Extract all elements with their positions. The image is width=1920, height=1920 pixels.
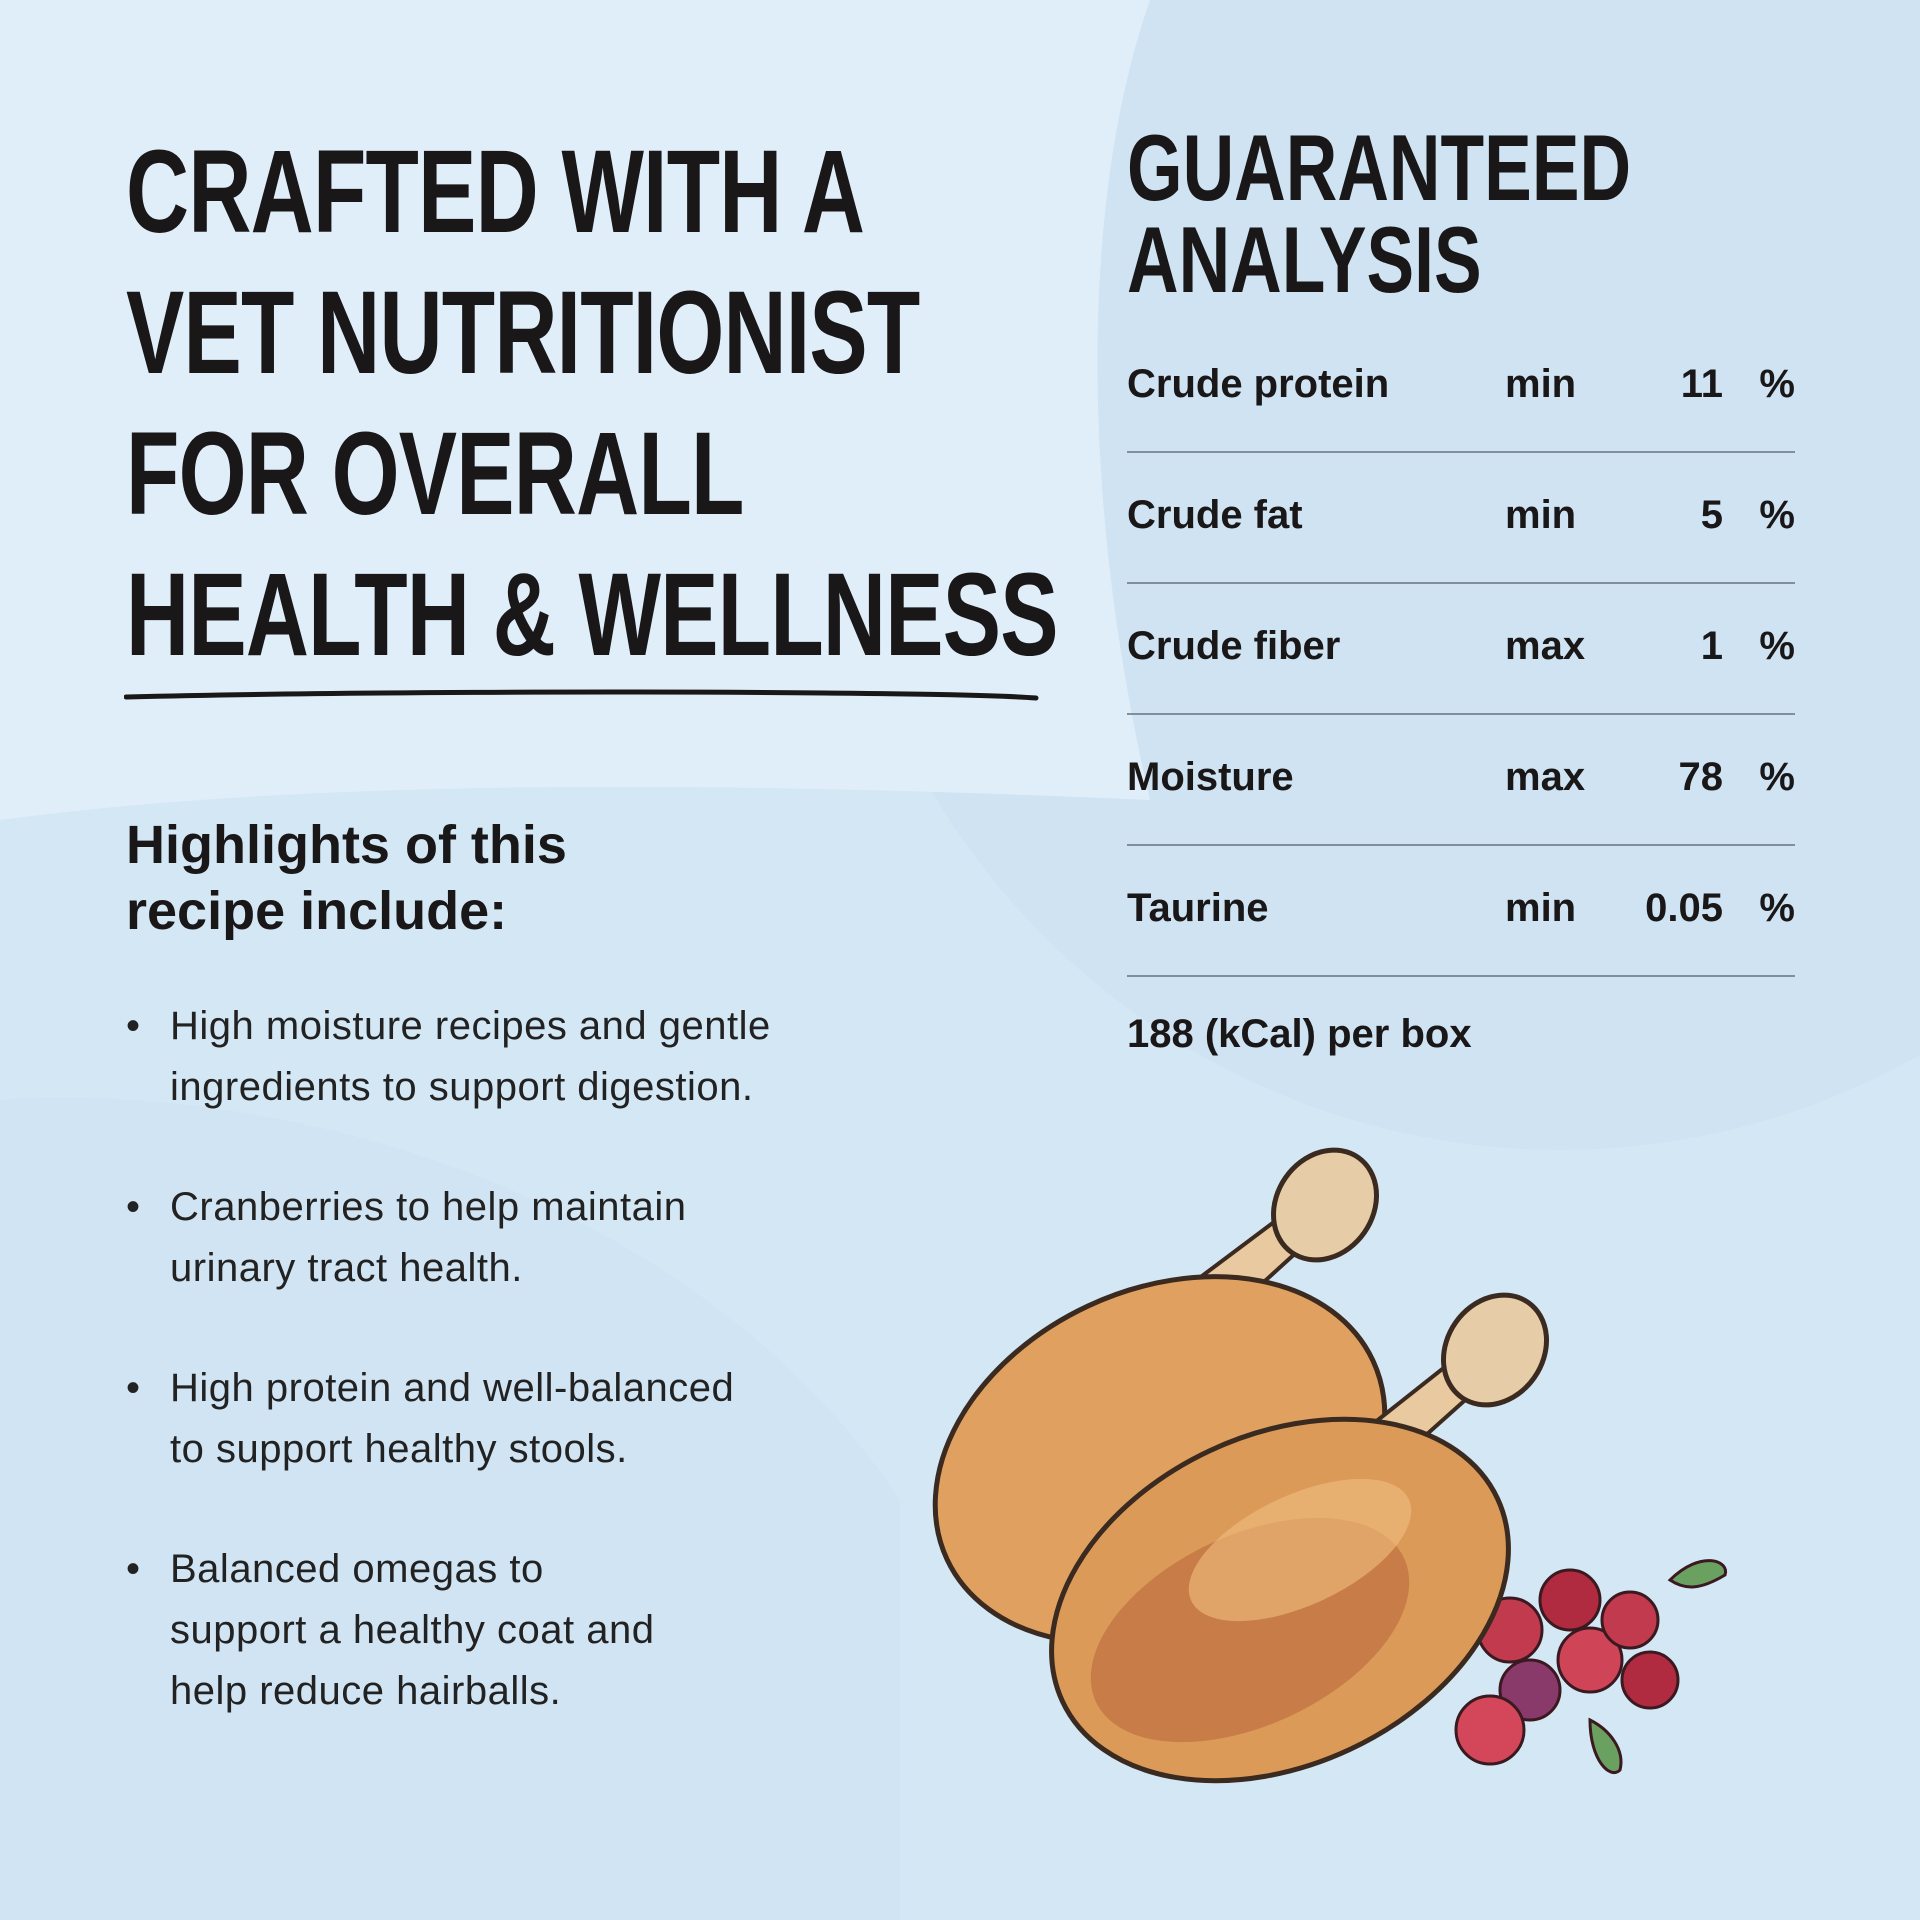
item-line: help reduce hairballs. [170,1669,562,1713]
unit: % [1759,624,1795,668]
qualifier: max [1505,624,1586,668]
bullet-icon: • [126,1366,141,1410]
table-row: Crude protein min 11% [1127,322,1795,453]
item-line: urinary tract health. [170,1246,523,1290]
qualifier: min [1505,886,1577,930]
value: 0.05 [1645,886,1723,930]
item-line: High moisture recipes and gentle [170,1004,771,1048]
item-line: Cranberries to help maintain [170,1185,687,1229]
nutrient-name: Taurine [1127,886,1269,930]
heading-line: recipe include: [126,881,508,941]
nutrient-name: Crude protein [1127,362,1390,406]
analysis-table: Crude protein min 11% Crude fat min 5% Crude… [1127,322,1795,977]
nutrient-name: Crude fiber [1127,624,1341,668]
highlights-heading: Highlights of this recipe include: [126,812,567,944]
unit: % [1759,886,1795,930]
table-row: Moisture max 78% [1127,715,1795,846]
item-line: to support healthy stools. [170,1427,628,1471]
bullet-icon: • [126,1004,141,1048]
bullet-icon: • [126,1185,141,1229]
table-row: Crude fat min 5% [1127,453,1795,584]
unit: % [1759,362,1795,406]
value: 1 [1700,624,1723,668]
analysis-title: GUARANTEED ANALYSIS [1127,115,1632,312]
unit: % [1759,493,1795,537]
bullet-icon: • [126,1547,141,1591]
brush-underline [124,689,1039,701]
headline-line: HEALTH & WELLNESS [126,549,1058,681]
chicken-drumsticks-icon [932,1147,1727,1784]
list-item: • High moisture recipes and gentle ingre… [126,996,886,1118]
table-row: Taurine min 0.05% [1127,846,1795,977]
nutrient-name: Moisture [1127,755,1294,799]
nutrient-name: Crude fat [1127,493,1303,537]
calories: 188 (kCal) per box [1127,1012,1472,1056]
headline-line: FOR OVERALL [126,408,744,540]
item-line: Balanced omegas to [170,1547,544,1591]
title-line: GUARANTEED [1127,115,1632,220]
heading-line: Highlights of this [126,815,567,875]
unit: % [1759,755,1795,799]
headline-line: VET NUTRITIONIST [126,267,920,399]
item-line: ingredients to support digestion. [170,1065,754,1109]
list-item: • Balanced omegas to support a healthy c… [126,1539,886,1722]
qualifier: min [1505,493,1577,537]
value: 11 [1680,362,1723,406]
qualifier: max [1505,755,1586,799]
highlights-list: • High moisture recipes and gentle ingre… [126,996,886,1781]
headline: CRAFTED WITH A VET NUTRITIONIST FOR OVER… [126,122,1058,686]
list-item: • Cranberries to help maintain urinary t… [126,1177,886,1299]
item-line: High protein and well-balanced [170,1366,735,1410]
value: 5 [1700,493,1723,537]
item-line: support a healthy coat and [170,1608,655,1652]
headline-line: CRAFTED WITH A [126,126,865,258]
qualifier: min [1505,362,1577,406]
table-row: Crude fiber max 1% [1127,584,1795,715]
list-item: • High protein and well-balanced to supp… [126,1358,886,1480]
title-line: ANALYSIS [1127,207,1482,312]
value: 78 [1678,755,1724,799]
